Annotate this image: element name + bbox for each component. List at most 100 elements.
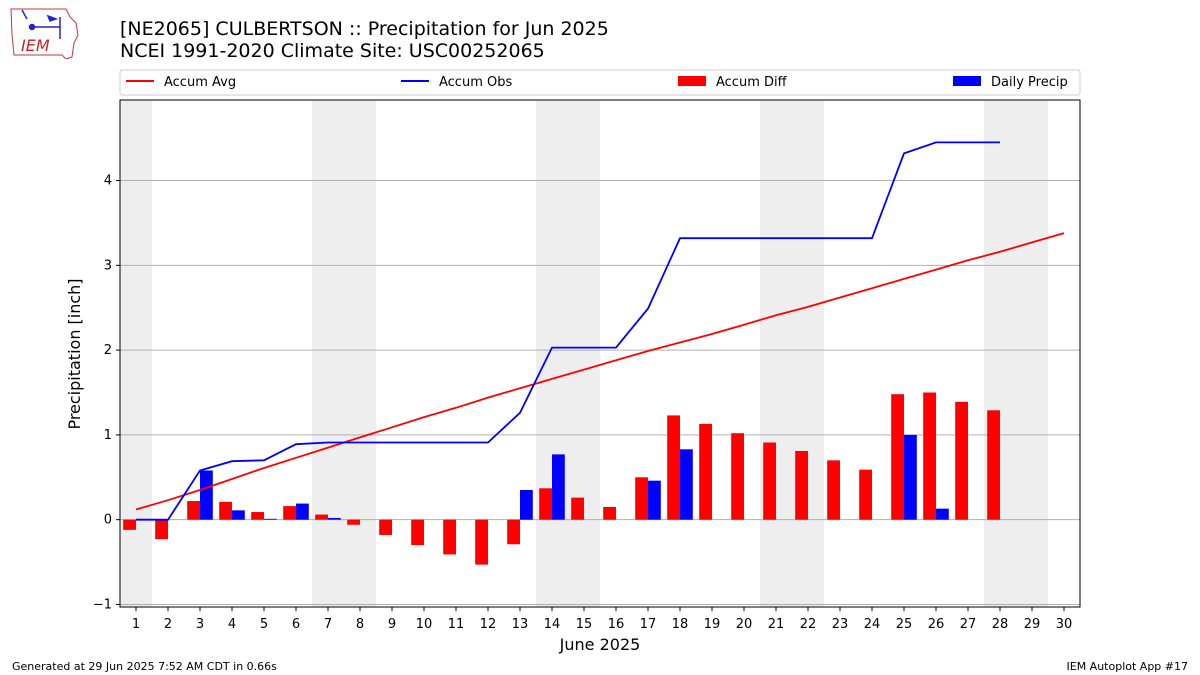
x-tick-label: 5	[260, 617, 268, 632]
daily-precip-bar	[264, 518, 277, 520]
daily-precip-bar	[200, 470, 213, 520]
x-tick-label: 7	[324, 617, 332, 632]
y-axis: −1 0 1 2 3 4	[93, 174, 120, 612]
weekend-band	[344, 100, 376, 607]
daily-precip-bar	[328, 517, 341, 520]
accum-diff-bar	[603, 506, 616, 520]
x-tick-label: 17	[640, 617, 657, 632]
weekend-bands	[120, 100, 1048, 607]
x-tick-label: 28	[992, 617, 1009, 632]
y-tick-label: 2	[104, 343, 112, 358]
weekend-band	[568, 100, 600, 607]
legend-label: Accum Obs	[439, 75, 512, 90]
y-axis-label: Precipitation [inch]	[65, 278, 84, 429]
daily-precip-bar	[552, 454, 565, 520]
accum-diff-bar	[699, 423, 712, 520]
daily-precip-bar	[936, 508, 949, 520]
x-tick-label: 16	[608, 617, 625, 632]
legend-label: Accum Avg	[164, 75, 236, 90]
accum-diff-bar	[539, 488, 552, 520]
lines	[135, 141, 1065, 521]
accum-diff-bar	[987, 410, 1000, 520]
weekend-band	[312, 100, 344, 607]
x-tick-label: 4	[228, 617, 236, 632]
x-tick-label: 30	[1056, 617, 1073, 632]
accum-diff-bar	[475, 519, 488, 565]
x-tick-label: 6	[292, 617, 300, 632]
bars	[123, 392, 1000, 565]
legend-label: Accum Diff	[716, 75, 788, 90]
accum-diff-bar	[251, 512, 264, 520]
accum-diff-bar	[827, 460, 840, 520]
weekend-band	[792, 100, 824, 607]
x-tick-label: 20	[736, 617, 753, 632]
accum-diff-bar	[187, 501, 200, 520]
weekend-band	[984, 100, 1016, 607]
accum-diff-bar	[379, 519, 392, 535]
accum-diff-bar	[219, 501, 232, 520]
x-tick-label: 11	[448, 617, 465, 632]
weather-station-icon	[21, 9, 61, 39]
accum-diff-bar	[667, 415, 680, 520]
x-tick-label: 9	[388, 617, 396, 632]
x-tick-label: 21	[768, 617, 785, 632]
x-tick-label: 18	[672, 617, 689, 632]
accum-diff-bar	[923, 392, 936, 520]
x-axis: 1 2 3 4 5 6 7 8 9 10 11 12 13 14 15 16 17 18 19 20 21 22 23 24 2…	[132, 607, 1072, 632]
weekend-band	[120, 100, 152, 607]
daily-precip-bar	[520, 490, 533, 520]
y-tick-label: 1	[104, 428, 112, 443]
x-tick-label: 1	[132, 617, 140, 632]
accum-diff-bar	[155, 519, 168, 540]
x-axis-label: June 2025	[559, 635, 641, 654]
daily-precip-bar	[296, 503, 309, 520]
accum-diff-bar	[635, 477, 648, 520]
accum-diff-bar	[315, 514, 328, 520]
daily-precip-bar	[680, 449, 693, 520]
iem-logo: IEM	[10, 8, 79, 59]
chart-title: [NE2065] CULBERTSON :: Precipitation for…	[120, 18, 609, 40]
accum-diff-bar	[731, 433, 744, 520]
daily-precip-bar	[648, 480, 661, 520]
y-tick-label: 0	[104, 513, 112, 528]
x-tick-label: 26	[928, 617, 945, 632]
accum-avg-line	[135, 232, 1065, 511]
x-tick-label: 23	[832, 617, 849, 632]
accum-diff-bar	[955, 401, 968, 520]
x-tick-label: 24	[864, 617, 881, 632]
x-tick-label: 3	[196, 617, 204, 632]
plot-frame	[119, 99, 1081, 608]
chart-subtitle: NCEI 1991-2020 Climate Site: USC00252065	[120, 40, 545, 62]
accum-diff-bar	[283, 506, 296, 520]
accum-diff-bar	[795, 451, 808, 520]
accum-diff-bar	[571, 497, 584, 520]
legend: Accum Avg Accum Obs Accum Diff Daily Precip	[119, 69, 1081, 96]
y-tick-label: −1	[93, 597, 112, 612]
legend-label: Daily Precip	[991, 75, 1068, 90]
weekend-band	[1016, 100, 1048, 607]
iowa-outline-icon	[10, 8, 79, 59]
accum-diff-bar	[443, 519, 456, 555]
x-tick-label: 8	[356, 617, 364, 632]
logo-text: IEM	[21, 36, 50, 55]
weekend-band	[536, 100, 568, 607]
x-tick-label: 10	[416, 617, 433, 632]
x-tick-label: 14	[544, 617, 561, 632]
accum-diff-bar	[123, 519, 136, 530]
x-tick-label: 22	[800, 617, 817, 632]
x-tick-label: 19	[704, 617, 721, 632]
x-tick-label: 15	[576, 617, 593, 632]
x-tick-label: 13	[512, 617, 529, 632]
daily-precip-bar	[904, 434, 917, 520]
legend-swatch	[953, 76, 981, 86]
footer-app: IEM Autoplot App #17	[1066, 660, 1189, 673]
accum-diff-bar	[411, 519, 424, 546]
accum-obs-line	[136, 141, 1000, 521]
y-tick-label: 3	[104, 258, 112, 273]
x-tick-label: 25	[896, 617, 913, 632]
x-tick-label: 27	[960, 617, 977, 632]
accum-diff-bar	[763, 442, 776, 520]
accum-diff-bar	[507, 519, 520, 545]
x-tick-label: 29	[1024, 617, 1041, 632]
